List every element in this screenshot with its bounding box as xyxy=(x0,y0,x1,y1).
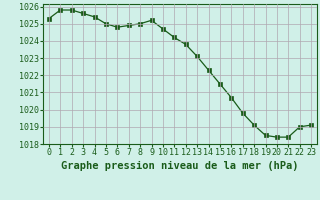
X-axis label: Graphe pression niveau de la mer (hPa): Graphe pression niveau de la mer (hPa) xyxy=(61,161,299,171)
